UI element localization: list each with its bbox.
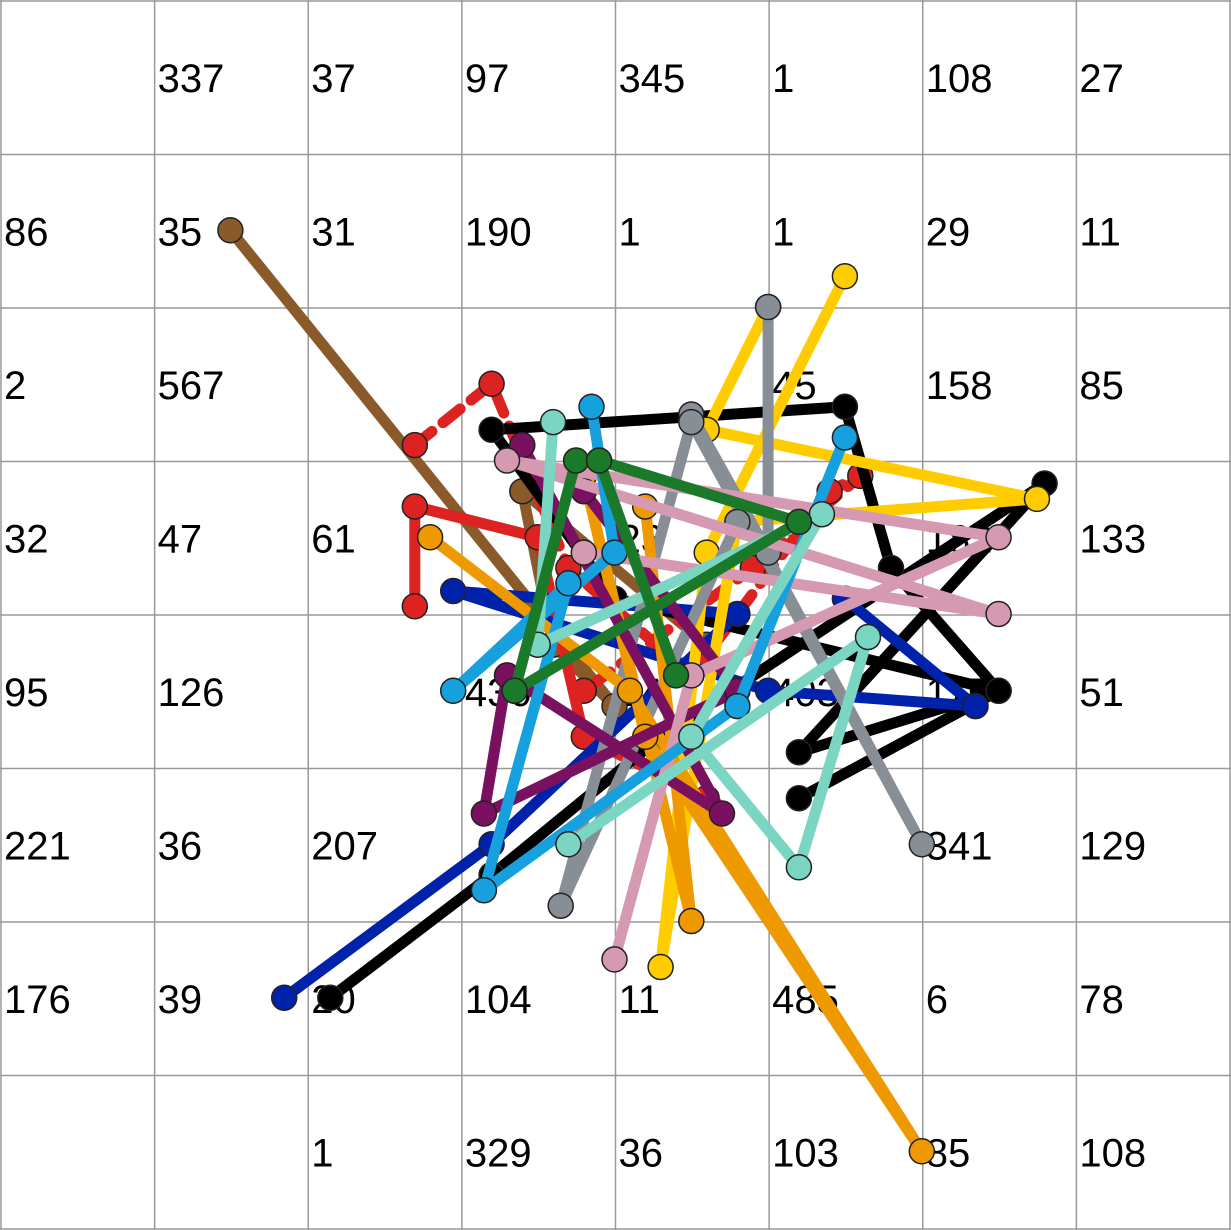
cell-count-label: 1 [311,1131,333,1175]
trajectory-node [831,424,859,451]
trajectory-node [985,600,1012,628]
cell-count-label: 85 [1079,364,1124,408]
cell-count-label: 207 [311,824,378,868]
trajectory-node [1023,485,1051,513]
cell-count-label: 36 [158,824,203,868]
cell-count-label: 86 [4,210,49,254]
cell-count-label: 35 [158,210,203,254]
cell-count-label: 341 [926,824,993,868]
cell-count-label: 345 [619,57,686,101]
trajectory-node [908,1138,936,1165]
cell-count-label: 190 [465,210,532,254]
cell-count-label: 27 [1079,57,1124,101]
trajectory-node [831,393,859,421]
cell-count-label: 329 [465,1131,532,1175]
cell-count-label: 47 [158,517,203,561]
trajectory-node [439,677,467,705]
trajectory-path [478,439,743,819]
cell-count-label: 6 [926,978,948,1022]
trajectory-node [555,831,582,858]
cell-count-label: 2 [4,364,26,408]
trajectory-node [678,408,705,436]
trajectory-node [547,892,574,919]
trajectory-node [754,293,782,321]
cell-count-label: 97 [465,57,510,101]
cell-count-label: 32 [4,517,49,561]
trajectory-node [724,600,751,628]
trajectory-node [985,524,1012,551]
trajectory-node [962,692,989,720]
trajectory-node [616,677,644,705]
cell-count-label: 36 [619,1131,664,1175]
cell-count-label: 37 [311,57,356,101]
cell-count-label: 126 [158,671,225,715]
cell-count-label: 567 [158,364,225,408]
trajectory-node [854,623,882,651]
cell-count-label: 1 [772,57,794,101]
cell-count-label: 108 [926,57,993,101]
trajectory-node [270,984,298,1012]
cell-count-label: 337 [158,57,225,101]
cell-count-label: 78 [1079,978,1124,1022]
trajectory-node [439,577,467,605]
trajectory-node [470,800,498,827]
trajectory-node [678,723,705,751]
cell-count-label: 11 [1079,210,1121,254]
trajectory-node [539,408,567,436]
cell-count-label: 11 [619,978,661,1022]
trajectory-node [785,508,813,536]
cell-count-label: 129 [1079,824,1146,868]
trajectory-node [478,370,505,398]
trajectory-node [470,877,498,904]
trajectory-layer [217,217,1058,1165]
cell-count-label: 103 [772,1131,839,1175]
trajectory-node [416,524,444,551]
cell-count-label: 158 [926,364,993,408]
cell-count-label: 29 [926,210,971,254]
trajectory-node [401,593,429,620]
cell-count-label: 1 [772,210,794,254]
trajectory-node [831,263,859,290]
trajectory-node [908,831,936,858]
trajectory-node [555,570,582,597]
trajectory-node [317,984,344,1012]
trajectory-node [678,907,705,935]
cell-count-label: 95 [4,671,49,715]
trajectory-node [562,447,590,474]
trajectory-node [785,738,813,766]
trajectory-node [478,416,505,444]
cell-count-label: 104 [465,978,532,1022]
cell-count-label: 31 [311,210,356,254]
trajectory-node [401,431,429,459]
trajectory-node [585,447,613,474]
cell-count-label: 39 [158,978,203,1022]
cell-count-label: 1 [619,210,641,254]
cell-count-label: 108 [1079,1131,1146,1175]
trajectory-node [708,800,736,827]
trajectory-node [570,539,598,566]
trajectory-node [601,946,628,973]
cell-count-label: 51 [1079,671,1124,715]
trajectory-node [578,393,605,421]
trajectory-node [985,677,1012,705]
trajectory-node [217,217,244,244]
trajectory-node [401,493,429,520]
cell-count-label: 133 [1079,517,1146,561]
trajectory-node [501,677,528,705]
trajectory-node [785,784,813,812]
trajectory-node [662,662,690,689]
trajectory-node [647,953,674,981]
trajectory-path [501,455,1005,965]
trajectory-node [493,447,521,474]
cell-count-label: 61 [311,517,356,561]
trajectory-node [785,854,813,881]
trajectory-node [808,500,836,528]
trajectory-node [724,692,751,720]
cell-count-label: 176 [4,978,71,1022]
cell-count-label: 221 [4,824,71,868]
